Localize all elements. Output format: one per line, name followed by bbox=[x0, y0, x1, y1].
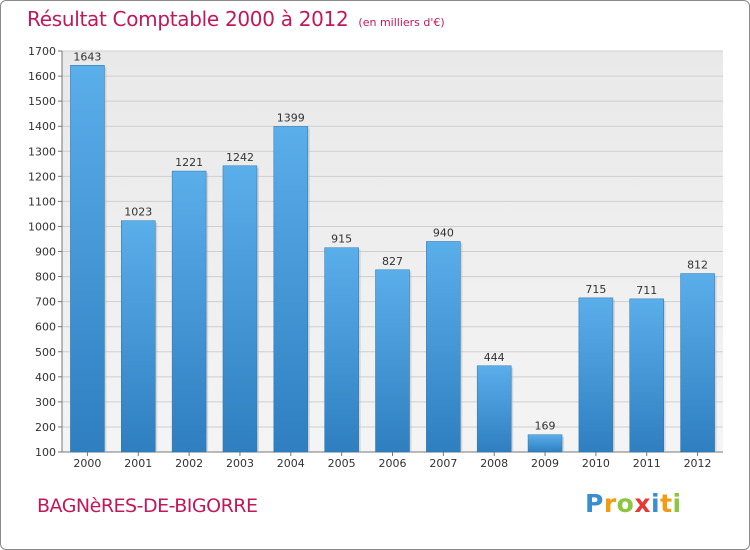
y-tick-label: 1400 bbox=[28, 120, 56, 133]
logo-letter: x bbox=[634, 489, 651, 518]
y-tick-label: 500 bbox=[35, 346, 56, 359]
x-tick-label: 2008 bbox=[480, 457, 508, 470]
y-tick-label: 1500 bbox=[28, 95, 56, 108]
bar-value-label: 812 bbox=[687, 259, 708, 272]
y-tick-label: 800 bbox=[35, 271, 56, 284]
bar bbox=[222, 165, 258, 453]
x-tick-label: 2009 bbox=[531, 457, 559, 470]
y-tick-label: 100 bbox=[35, 446, 56, 459]
bar bbox=[426, 241, 461, 453]
bar-value-label: 940 bbox=[433, 226, 454, 239]
x-tick-label: 2006 bbox=[379, 457, 407, 470]
y-tick-label: 1200 bbox=[28, 170, 56, 183]
x-tick-label: 2012 bbox=[684, 457, 712, 470]
bar-value-label: 827 bbox=[382, 255, 403, 268]
logo-letter: t bbox=[660, 489, 673, 518]
bar-value-label: 711 bbox=[636, 284, 657, 297]
y-tick-label: 1600 bbox=[28, 70, 56, 83]
y-tick-label: 1300 bbox=[28, 145, 56, 158]
x-tick-label: 2000 bbox=[73, 457, 101, 470]
y-tick-label: 1000 bbox=[28, 220, 56, 233]
bar-value-label: 169 bbox=[535, 420, 556, 433]
x-tick-label: 2007 bbox=[429, 457, 457, 470]
bar-value-label: 1221 bbox=[175, 156, 203, 169]
bar-value-label: 1643 bbox=[73, 50, 101, 63]
logo-letter: i bbox=[651, 489, 661, 518]
chart-title: Résultat Comptable 2000 à 2012 bbox=[27, 7, 349, 31]
chart-subtitle: (en milliers d'€) bbox=[358, 16, 445, 29]
x-tick-label: 2003 bbox=[226, 457, 254, 470]
y-tick-label: 400 bbox=[35, 371, 56, 384]
bar bbox=[70, 65, 105, 453]
bar-value-label: 1023 bbox=[124, 206, 152, 219]
bar bbox=[324, 247, 359, 453]
logo-letter: o bbox=[616, 489, 635, 518]
y-tick-label: 300 bbox=[35, 396, 56, 409]
bar bbox=[375, 269, 410, 453]
x-tick-label: 2004 bbox=[277, 457, 305, 470]
title-row: Résultat Comptable 2000 à 2012 (en millie… bbox=[27, 7, 445, 31]
proxiti-logo: Proxiti bbox=[585, 489, 682, 518]
x-tick-label: 2010 bbox=[582, 457, 610, 470]
y-tick-label: 200 bbox=[35, 421, 56, 434]
logo-letter: i bbox=[672, 489, 682, 518]
bar-value-label: 1242 bbox=[226, 151, 254, 164]
bar bbox=[476, 365, 512, 453]
y-tick-label: 700 bbox=[35, 296, 56, 309]
bar bbox=[527, 434, 563, 453]
x-tick-label: 2011 bbox=[633, 457, 661, 470]
commune-name: BAGNèRES-DE-BIGORRE bbox=[37, 495, 258, 517]
y-tick-label: 1700 bbox=[28, 45, 56, 58]
y-tick-label: 900 bbox=[35, 246, 56, 259]
x-tick-label: 2001 bbox=[124, 457, 152, 470]
y-tick-label: 1100 bbox=[28, 195, 56, 208]
bar bbox=[578, 297, 614, 453]
bar-value-label: 715 bbox=[585, 283, 606, 296]
y-tick-label: 600 bbox=[35, 321, 56, 334]
bar bbox=[273, 126, 309, 453]
bar bbox=[171, 170, 207, 453]
bar-value-label: 444 bbox=[484, 351, 505, 364]
bar bbox=[629, 298, 664, 453]
x-tick-label: 2002 bbox=[175, 457, 203, 470]
bar bbox=[680, 273, 715, 453]
bar bbox=[121, 220, 156, 453]
x-tick-label: 2005 bbox=[328, 457, 356, 470]
logo-letter: r bbox=[603, 489, 617, 518]
logo-letter: P bbox=[585, 489, 604, 518]
bar-value-label: 915 bbox=[331, 233, 352, 246]
bar-value-label: 1399 bbox=[277, 111, 305, 124]
